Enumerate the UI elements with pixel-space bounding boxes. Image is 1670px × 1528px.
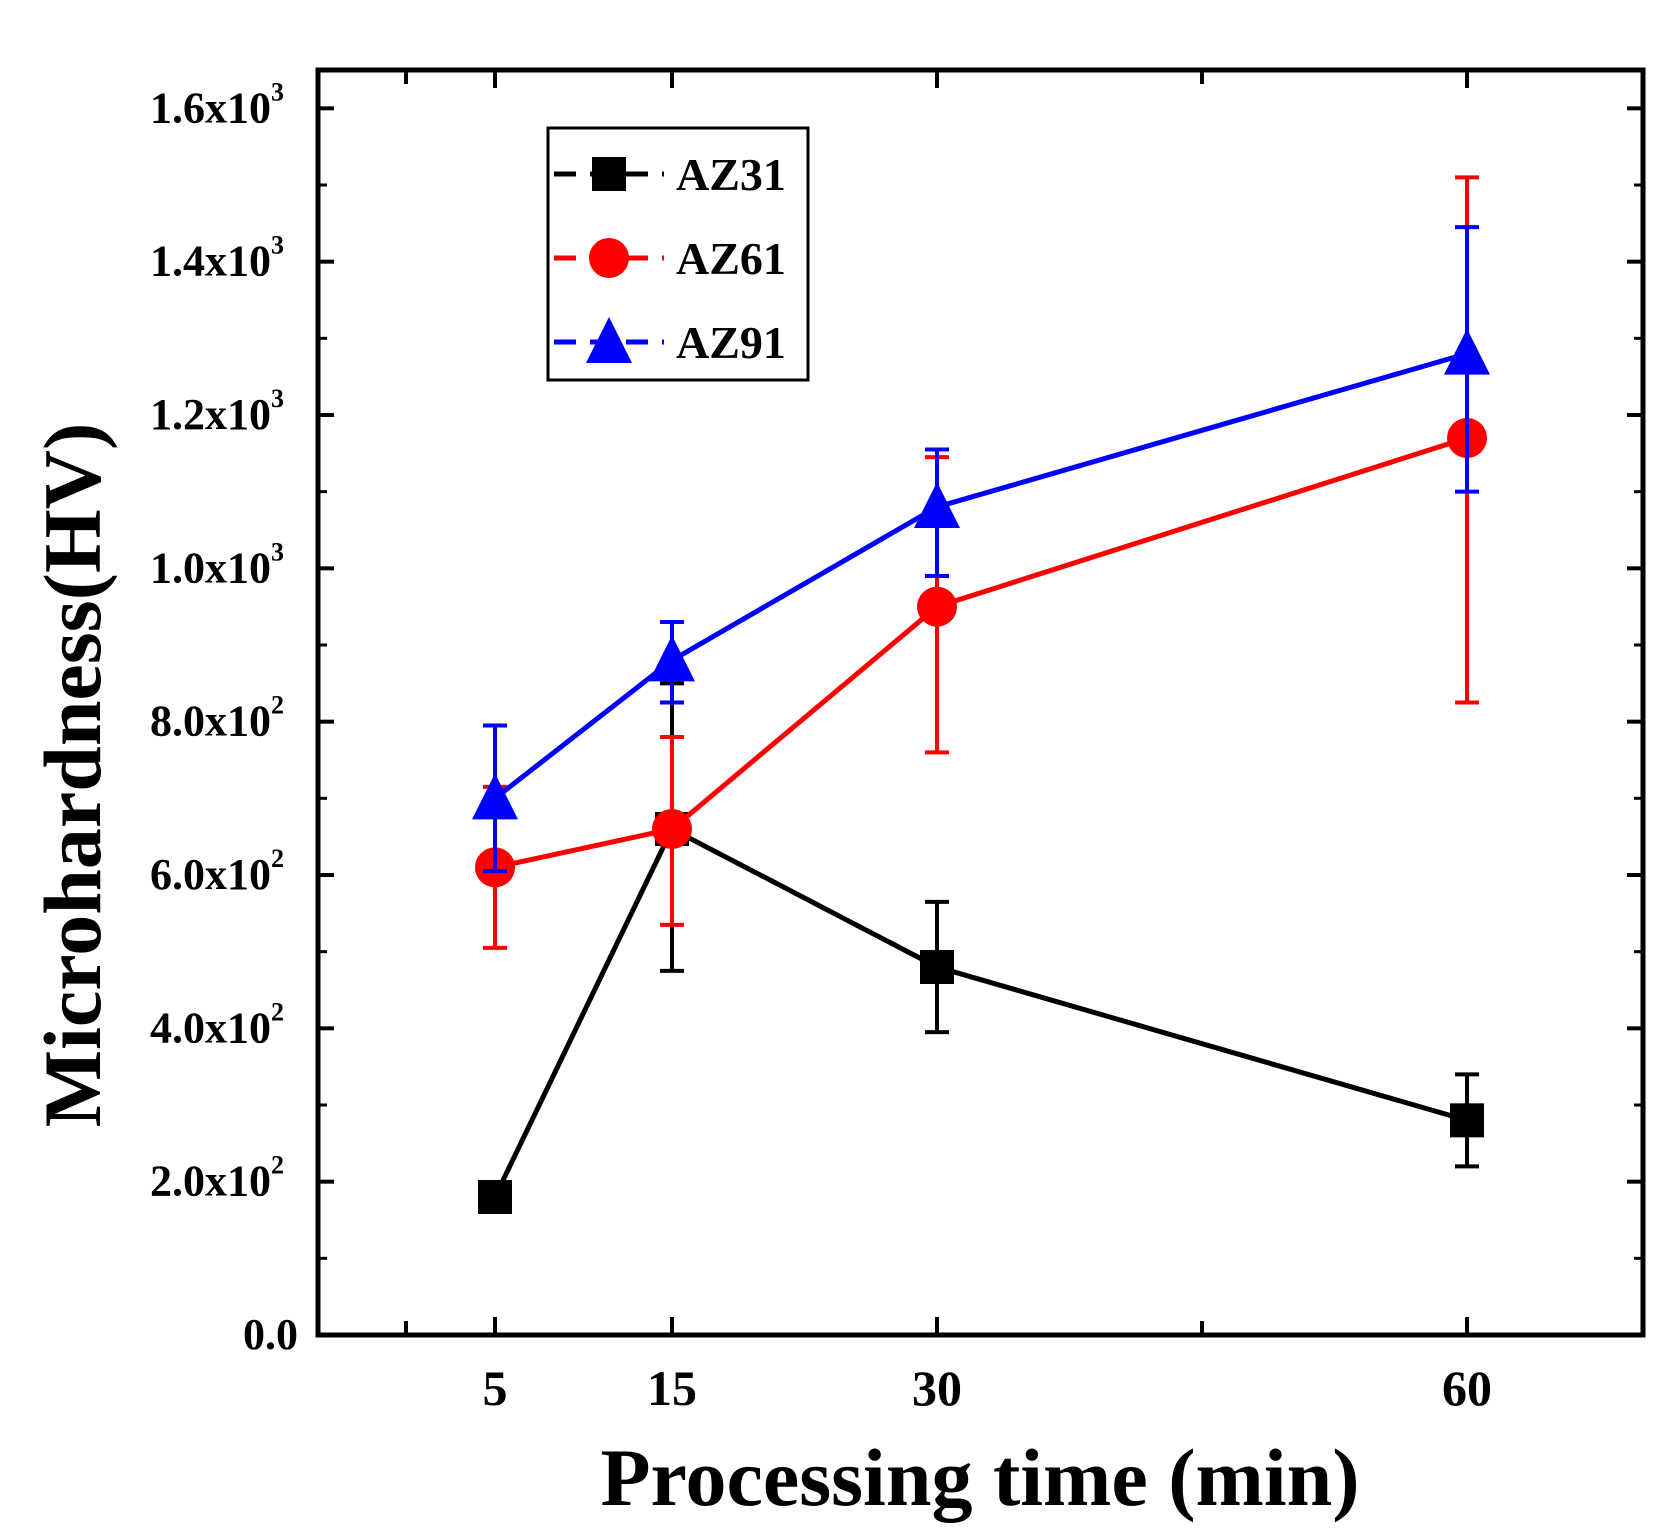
- axis-ticks: 0.0 2.0x102 4.0x102 6.0x102 8.0x102 1.0x103 1.…: [150, 70, 1643, 1416]
- data-point-az61: [917, 586, 957, 627]
- x-tick-label: 15: [647, 1360, 697, 1416]
- legend-marker-az31: [592, 157, 626, 191]
- legend: AZ31 AZ61 AZ91: [546, 126, 810, 382]
- data-point-az31: [1450, 1103, 1484, 1138]
- y-axis-title: Microhardness(HV): [27, 423, 118, 1128]
- y-tick-label: 1.2x103: [150, 384, 284, 439]
- legend-label-az31: AZ31: [676, 149, 786, 200]
- legend-label-az91: AZ91: [676, 317, 786, 368]
- data-point-az31: [920, 950, 954, 984]
- plot-frame: [315, 67, 1646, 1338]
- x-tick-label: 5: [483, 1360, 508, 1416]
- x-axis-title: Processing time (min): [600, 1432, 1359, 1523]
- legend-marker-az91: [586, 317, 632, 363]
- legend-marker-az61: [589, 238, 629, 278]
- x-tick-label: 30: [912, 1360, 962, 1416]
- data-point-az91: [472, 773, 518, 820]
- data-point-az31: [478, 1180, 512, 1214]
- y-tick-label: 1.0x103: [150, 537, 284, 592]
- y-tick-label: 0.0: [243, 1310, 298, 1359]
- data-point-az61: [652, 809, 692, 849]
- legend-label-az61: AZ61: [676, 233, 786, 284]
- plot-area: [472, 175, 1490, 1214]
- x-tick-label: 60: [1442, 1360, 1492, 1416]
- series-line-az91: [493, 351, 1468, 801]
- data-point-az91: [649, 635, 695, 682]
- data-point-az91: [1444, 328, 1490, 375]
- data-point-az91: [914, 482, 960, 528]
- y-tick-label: 1.6x103: [150, 77, 284, 132]
- y-tick-label: 2.0x102: [150, 1151, 284, 1206]
- y-tick-label: 1.4x103: [150, 231, 284, 286]
- y-tick-label: 4.0x102: [150, 997, 284, 1052]
- series-line-az31: [492, 825, 1468, 1199]
- y-tick-label: 8.0x102: [150, 691, 284, 746]
- series-az91: [472, 225, 1490, 874]
- series-line-az61: [494, 435, 1468, 870]
- y-tick-label: 6.0x102: [150, 844, 284, 899]
